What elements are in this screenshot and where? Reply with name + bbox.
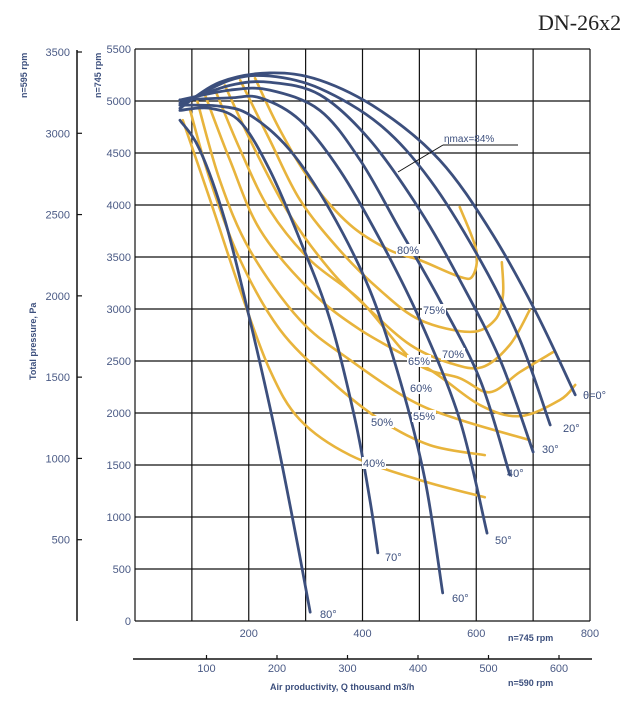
efficiency-label: 65% (408, 356, 430, 368)
y-secondary-tick-label: 2500 (46, 210, 70, 222)
blade-angle-curve-5 (178, 103, 445, 595)
x-secondary-tick-label: 500 (479, 663, 497, 675)
blade-angle-label: 40° (507, 468, 524, 480)
efficiency-label-bg (441, 348, 465, 360)
y-primary-rpm-label: n=745 rpm (93, 53, 103, 98)
efficiency-label-bg (409, 382, 433, 394)
x-tick-label: 400 (353, 628, 371, 640)
efficiency-label-bg (407, 355, 431, 367)
axes: 0 500 1000 1500 2000 2500 3000 3500 4000 4500 5000… (46, 44, 600, 675)
efficiency-curve-40pct (181, 118, 487, 499)
y-secondary-tick-label: 1500 (46, 372, 70, 384)
efficiency-curve-50pct (188, 109, 487, 457)
y-axis-label: Total pressure, Pa (28, 302, 38, 380)
blade-angle-label: 70° (385, 552, 402, 564)
y-tick-label: 5500 (107, 44, 131, 56)
y-tick-label: 5000 (107, 96, 131, 108)
x-secondary-tick-label: 300 (338, 663, 356, 675)
y-secondary-tick-label: 3000 (46, 128, 70, 140)
x-secondary-tick-label: 400 (409, 663, 427, 675)
x-tick-label: 200 (240, 628, 258, 640)
blade-angle-label: 80° (320, 609, 337, 621)
efficiency-label: 50% (371, 417, 393, 429)
y-tick-label: 1000 (107, 512, 131, 524)
x-secondary-tick-label: 100 (197, 663, 215, 675)
x-tick-label: 800 (581, 628, 599, 640)
blade-angle-label: 30° (542, 444, 559, 456)
y-tick-label: 3500 (107, 252, 131, 264)
y-tick-label: 3000 (107, 304, 131, 316)
blade-angle-curve-3 (178, 86, 512, 477)
y-secondary-tick-label: 1000 (46, 453, 70, 465)
efficiency-label: 40% (363, 458, 385, 470)
blade-angle-label: θ=0° (583, 390, 606, 402)
y-tick-label: 4500 (107, 148, 131, 160)
blade-angle-curve-7 (178, 118, 312, 614)
x-axis-label: Air productivity, Q thousand m3/h (270, 682, 414, 692)
x-secondary-tick-label: 600 (550, 663, 568, 675)
y-tick-label: 0 (125, 616, 131, 628)
efficiency-label-bg (422, 304, 446, 316)
eta-max-label: ηmax=84% (444, 134, 494, 145)
y-secondary-tick-label: 3500 (46, 47, 70, 59)
x-tick-label: 600 (467, 628, 485, 640)
y-tick-label: 2500 (107, 356, 131, 368)
curve-labels: 40% 50% 55% 60% 65% 70% 75% 80% θ=0° 20° 30° 40° 50°… (320, 244, 606, 621)
y-tick-label: 2000 (107, 408, 131, 420)
efficiency-label-bg (370, 416, 394, 428)
eta-max-leader-line (397, 144, 444, 173)
blade-angle-curve-4 (178, 94, 489, 535)
efficiency-label: 70% (442, 349, 464, 361)
chart-title: DN-26x2 (538, 10, 621, 35)
efficiency-label: 75% (423, 305, 445, 317)
efficiency-label-bg (412, 410, 436, 422)
y-tick-label: 4000 (107, 200, 131, 212)
curves (178, 71, 577, 614)
blade-angle-label: 50° (495, 535, 512, 547)
blade-angle-label: 60° (452, 593, 469, 605)
efficiency-label: 60% (410, 383, 432, 395)
efficiency-curve-75pct (238, 78, 505, 334)
efficiency-label-bg (362, 457, 386, 469)
efficiency-label: 80% (397, 245, 419, 257)
grid (134, 48, 591, 622)
blade-angle-curve-2 (178, 80, 535, 454)
x-secondary-rpm-label: n=590 rpm (508, 678, 553, 688)
x-secondary-tick-label: 200 (268, 663, 286, 675)
efficiency-label-bg (396, 244, 420, 256)
eta-max-annotation: ηmax=84% (397, 134, 518, 173)
blade-angle-label: 20° (563, 423, 580, 435)
x-primary-rpm-label: n=745 rpm (508, 633, 553, 643)
y-tick-label: 1500 (107, 460, 131, 472)
y-tick-label: 500 (113, 564, 131, 576)
efficiency-label: 55% (413, 411, 435, 423)
y-secondary-tick-label: 2000 (46, 291, 70, 303)
efficiency-curve-65pct (213, 88, 555, 394)
y-secondary-tick-label: 500 (52, 535, 70, 547)
y-secondary-rpm-label: n=595 rpm (19, 53, 29, 98)
blade-angle-curve-6 (178, 106, 380, 555)
efficiency-curve-60pct (203, 93, 577, 418)
blade-angle-curve-1 (178, 74, 552, 427)
efficiency-curve-55pct (195, 98, 532, 442)
